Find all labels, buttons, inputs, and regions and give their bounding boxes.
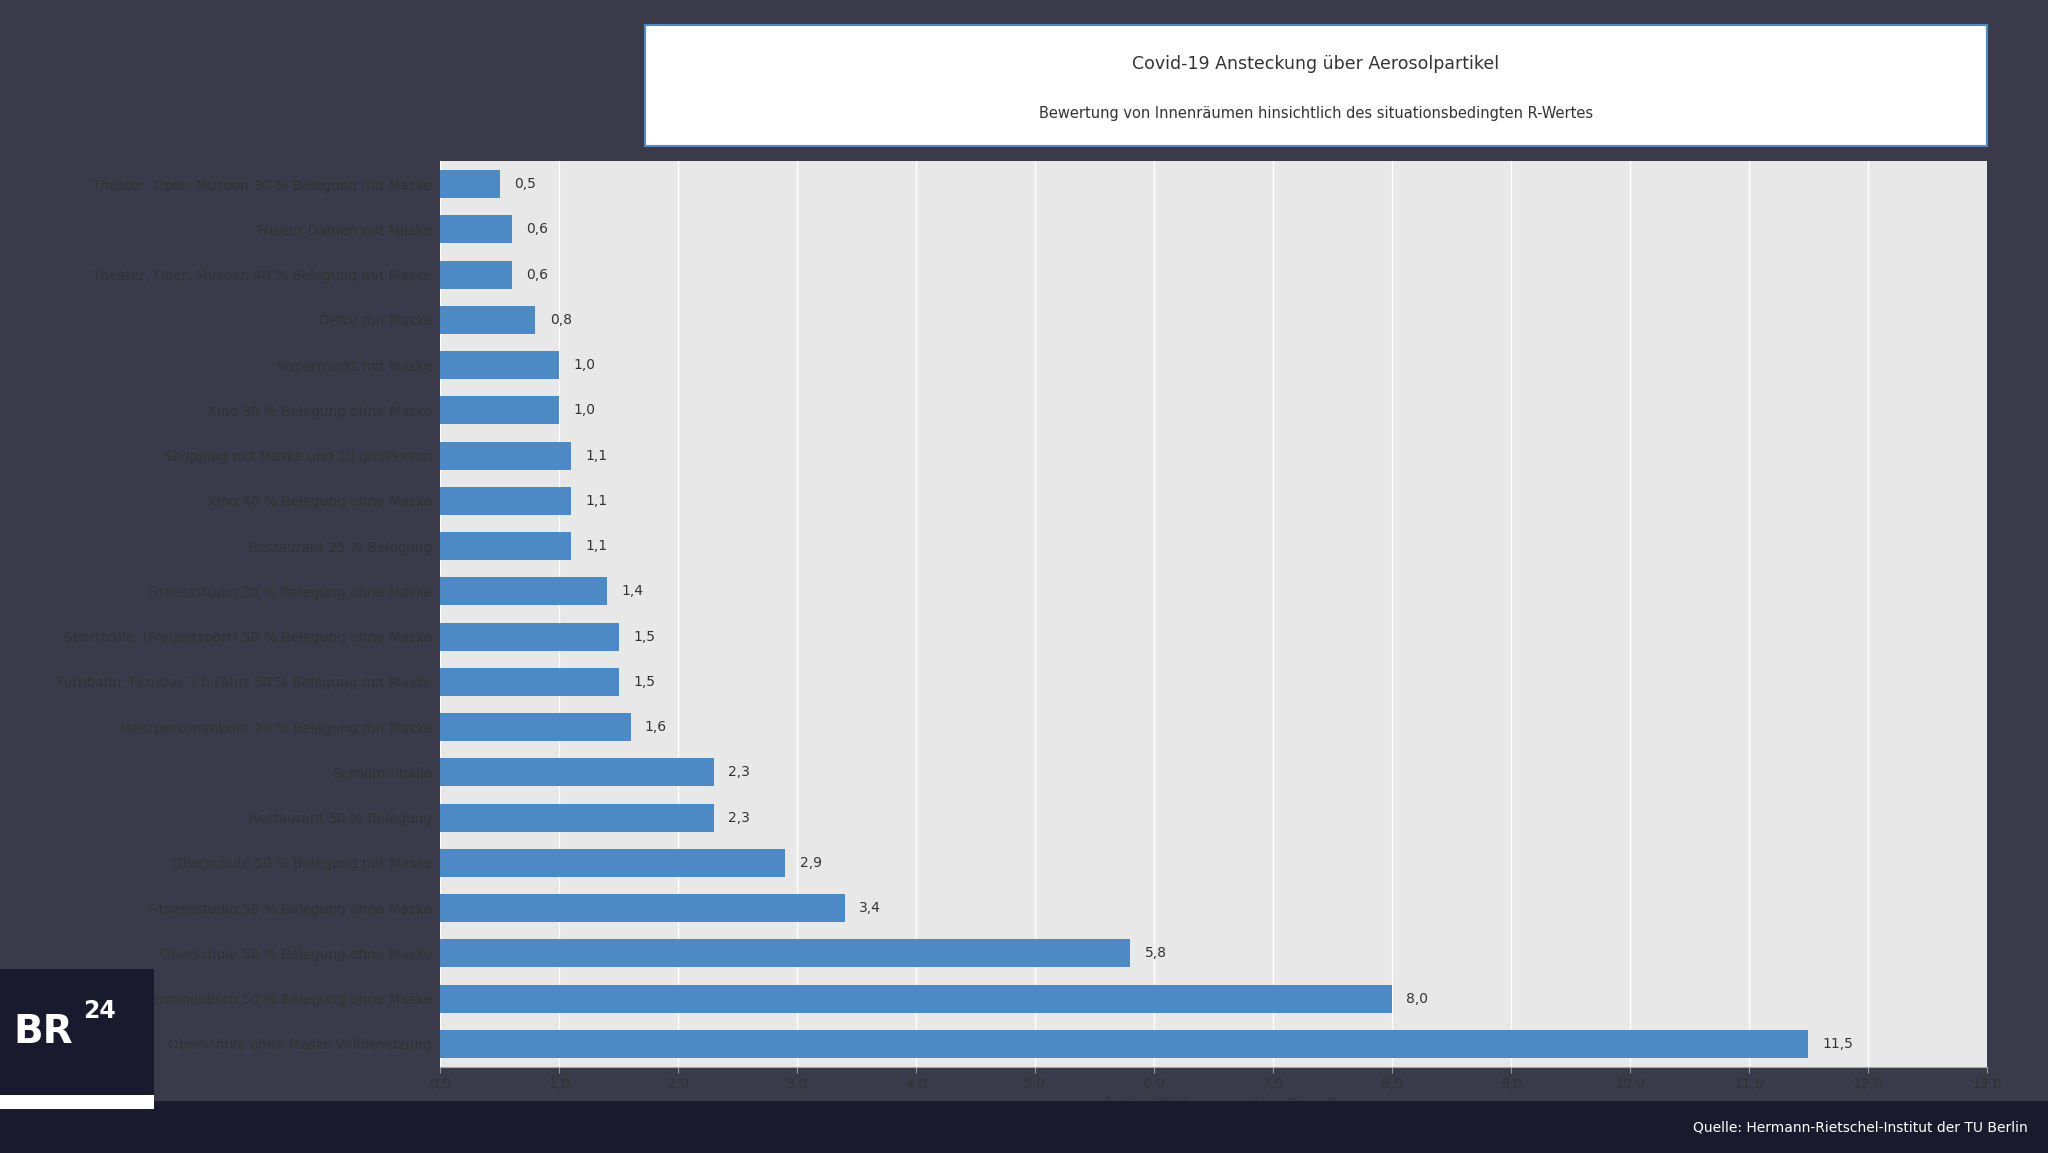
Text: 1,5: 1,5	[633, 630, 655, 643]
Bar	[440, 351, 559, 379]
Text: 3,4: 3,4	[858, 902, 881, 915]
Bar	[440, 442, 571, 469]
Bar	[440, 985, 1393, 1012]
Text: 1,1: 1,1	[586, 493, 608, 507]
Bar	[440, 216, 512, 243]
Text: Bewertung von Innenräumen hinsichtlich des situationsbedingten R-Wertes: Bewertung von Innenräumen hinsichtlich d…	[1038, 106, 1593, 121]
Text: Covid-19 Ansteckung über Aerosolpartikel: Covid-19 Ansteckung über Aerosolpartikel	[1133, 55, 1499, 73]
Bar	[440, 713, 631, 741]
Bar	[440, 623, 618, 650]
Bar	[440, 169, 500, 198]
Text: 0,5: 0,5	[514, 178, 537, 191]
Bar	[440, 578, 606, 605]
Text: 1,4: 1,4	[621, 585, 643, 598]
Text: BR: BR	[12, 1013, 74, 1052]
Bar	[440, 759, 715, 786]
Text: 1,5: 1,5	[633, 675, 655, 688]
Text: 1,1: 1,1	[586, 540, 608, 553]
Bar	[440, 306, 535, 334]
Bar	[440, 1030, 1808, 1058]
Bar	[440, 849, 784, 877]
Bar	[440, 804, 715, 831]
Text: Quelle: Hermann-Rietschel-Institut der TU Berlin: Quelle: Hermann-Rietschel-Institut der T…	[1694, 1120, 2028, 1135]
Text: 1,1: 1,1	[586, 449, 608, 462]
Text: 2,3: 2,3	[729, 811, 750, 824]
Text: 24: 24	[84, 998, 117, 1023]
Text: 11,5: 11,5	[1823, 1037, 1853, 1050]
Bar	[440, 532, 571, 560]
Text: 2,3: 2,3	[729, 766, 750, 779]
X-axis label: x faches Risiko gegenüber R₀ ≤ 1: x faches Risiko gegenüber R₀ ≤ 1	[1092, 1098, 1335, 1113]
Text: 8,0: 8,0	[1407, 992, 1427, 1005]
Bar	[440, 261, 512, 288]
Text: 0,6: 0,6	[526, 267, 549, 281]
Bar	[440, 397, 559, 424]
Text: 0,8: 0,8	[549, 312, 571, 326]
Text: 1,6: 1,6	[645, 721, 668, 734]
Bar	[440, 940, 1130, 967]
Text: 5,8: 5,8	[1145, 947, 1167, 960]
Bar	[440, 894, 844, 922]
Text: 1,0: 1,0	[573, 404, 596, 417]
Bar	[440, 668, 618, 696]
Text: 0,6: 0,6	[526, 223, 549, 236]
Text: 2,9: 2,9	[799, 856, 821, 869]
Text: 1,0: 1,0	[573, 359, 596, 372]
Bar	[440, 487, 571, 515]
